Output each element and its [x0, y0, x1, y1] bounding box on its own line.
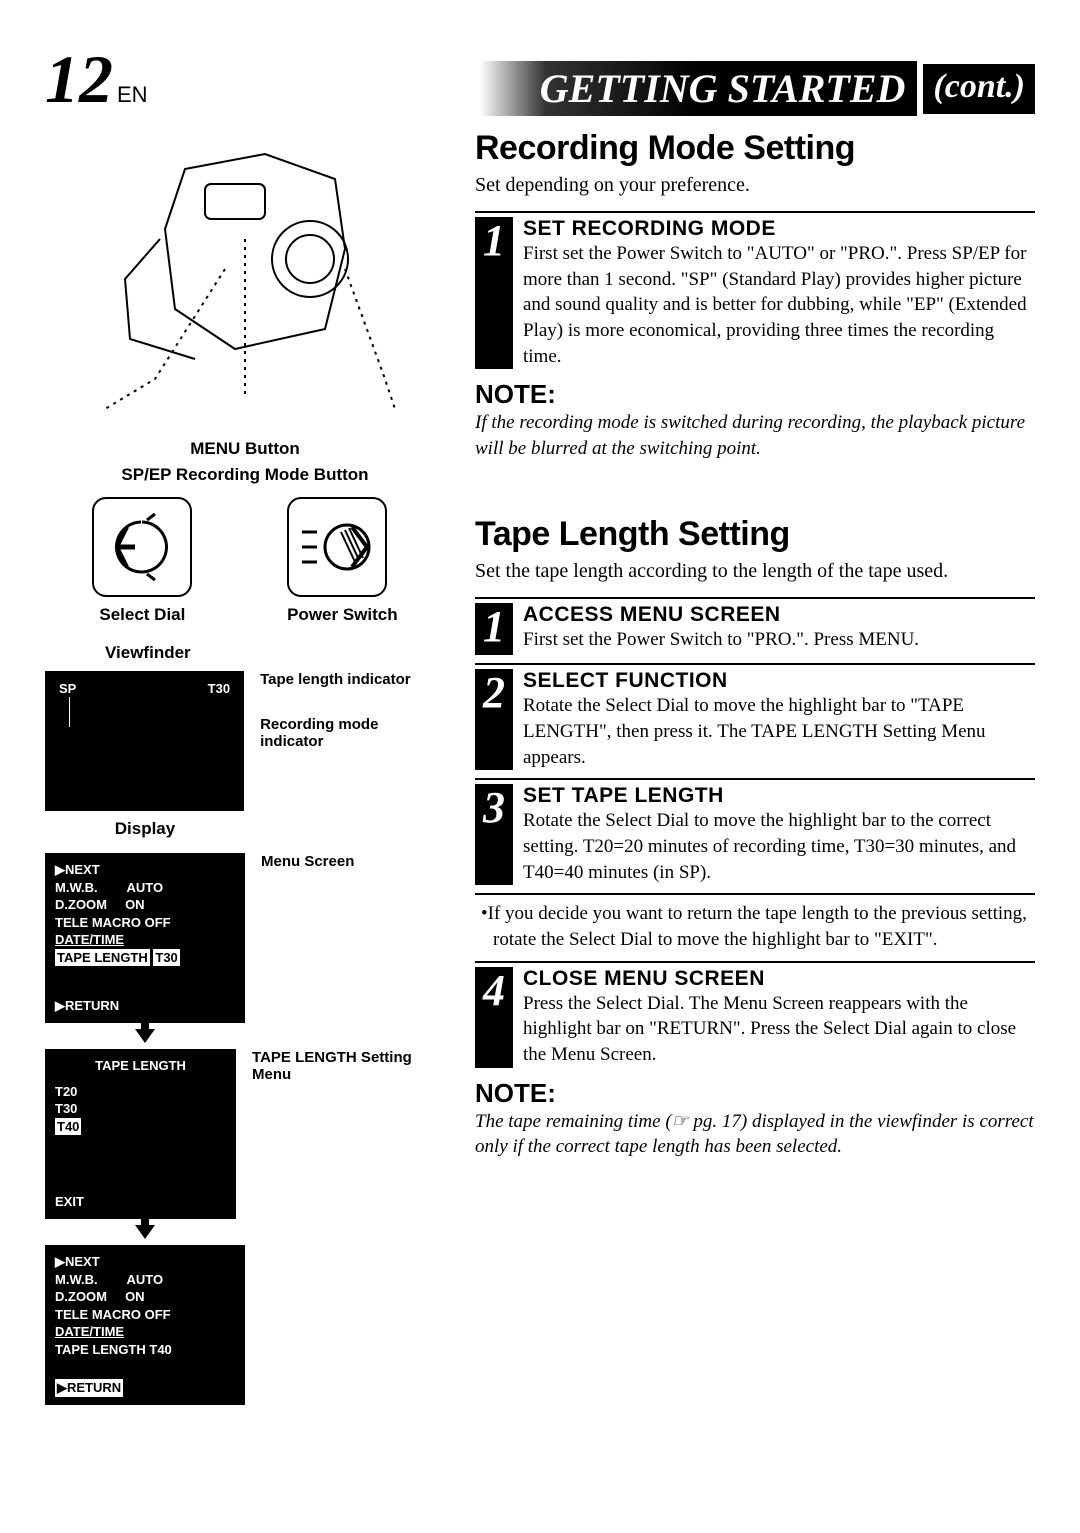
menu-screen-1: ▶NEXT M.W.B. AUTO D.ZOOM ON TELE MACRO O… — [45, 853, 245, 1023]
header-title-block: GETTING STARTED (cont.) — [480, 61, 1035, 116]
viewfinder-screen: SP T30 — [45, 671, 244, 811]
s2-step-3: 3 SET TAPE LENGTH Rotate the Select Dial… — [475, 778, 1035, 885]
s2-step1-title: ACCESS MENU SCREEN — [523, 603, 1035, 627]
s2-step2-title: SELECT FUNCTION — [523, 669, 1035, 693]
s2-step-1: 1 ACCESS MENU SCREEN First set the Power… — [475, 597, 1035, 655]
tape-length-menu: TAPE LENGTH T20 T30 T40 EXIT — [45, 1049, 236, 1219]
power-switch-icon — [287, 497, 387, 597]
display-label: Display — [45, 819, 245, 839]
section1-intro: Set depending on your preference. — [475, 174, 1035, 197]
page-number-block: 12 EN — [45, 40, 148, 119]
step-1: 1 SET RECORDING MODE First set the Power… — [475, 211, 1035, 369]
bullet-note: •If you decide you want to return the ta… — [475, 893, 1035, 952]
control-row: Select Dial Power Switch — [45, 497, 445, 625]
s2-step2-text: Rotate the Select Dial to move the highl… — [523, 693, 1035, 770]
s2-step-4: 4 CLOSE MENU SCREEN Press the Select Dia… — [475, 961, 1035, 1068]
viewfinder-label: Viewfinder — [105, 643, 445, 663]
page-header: 12 EN GETTING STARTED (cont.) — [45, 40, 1035, 119]
vf-t30: T30 — [208, 681, 230, 696]
step-number: 4 — [475, 967, 513, 1068]
tape-length-indicator-label: Tape length indicator — [260, 671, 445, 688]
step-number: 2 — [475, 669, 513, 770]
s2-step1-text: First set the Power Switch to "PRO.". Pr… — [523, 627, 1035, 653]
step1-title: SET RECORDING MODE — [523, 217, 1035, 241]
menu-screen-2: ▶NEXT M.W.B. AUTO D.ZOOM ON TELE MACRO O… — [45, 1245, 245, 1405]
camcorder-diagram — [65, 129, 425, 429]
section1-title: Recording Mode Setting — [475, 129, 1035, 168]
recording-mode-indicator-label: Recording mode indicator — [260, 716, 445, 750]
vf-sp: SP — [59, 681, 76, 696]
header-title: GETTING STARTED — [480, 61, 918, 116]
ms-next: ▶NEXT — [55, 861, 235, 879]
spep-button-label: SP/EP Recording Mode Button — [45, 465, 445, 485]
tape-menu-label: TAPE LENGTH Setting Menu — [252, 1049, 445, 1083]
header-cont: (cont.) — [923, 64, 1035, 114]
page-number: 12 — [45, 40, 113, 119]
menu-button-label: MENU Button — [45, 439, 445, 459]
right-column: Recording Mode Setting Set depending on … — [475, 129, 1035, 1405]
page-lang: EN — [117, 82, 148, 108]
camcorder-icon — [65, 129, 425, 429]
left-column: MENU Button SP/EP Recording Mode Button … — [45, 129, 445, 1405]
note1-title: NOTE: — [475, 379, 1035, 410]
vf-side-labels: Tape length indicator Recording mode ind… — [260, 671, 445, 811]
step-number: 1 — [475, 603, 513, 655]
s2-step3-title: SET TAPE LENGTH — [523, 784, 1035, 808]
s2-step4-title: CLOSE MENU SCREEN — [523, 967, 1035, 991]
s2-step3-text: Rotate the Select Dial to move the highl… — [523, 808, 1035, 885]
step1-text: First set the Power Switch to "AUTO" or … — [523, 241, 1035, 369]
section2-intro: Set the tape length according to the len… — [475, 560, 1035, 583]
power-switch-label: Power Switch — [287, 605, 398, 625]
step-number: 1 — [475, 217, 513, 369]
note2-title: NOTE: — [475, 1078, 1035, 1109]
select-dial-label: Select Dial — [92, 605, 192, 625]
menu-screen-label: Menu Screen — [261, 853, 354, 870]
step-number: 3 — [475, 784, 513, 885]
s2-step4-text: Press the Select Dial. The Menu Screen r… — [523, 991, 1035, 1068]
select-dial-block: Select Dial — [92, 497, 192, 625]
bullet-text: •If you decide you want to return the ta… — [475, 901, 1035, 952]
section2-title: Tape Length Setting — [475, 515, 1035, 554]
note2-text: The tape remaining time (☞ pg. 17) displ… — [475, 1109, 1035, 1160]
select-dial-icon — [92, 497, 192, 597]
arrow-down-icon — [135, 1225, 155, 1239]
s2-step-2: 2 SELECT FUNCTION Rotate the Select Dial… — [475, 663, 1035, 770]
power-switch-block: Power Switch — [287, 497, 398, 625]
note1-text: If the recording mode is switched during… — [475, 410, 1035, 461]
arrow-down-icon — [135, 1029, 155, 1043]
